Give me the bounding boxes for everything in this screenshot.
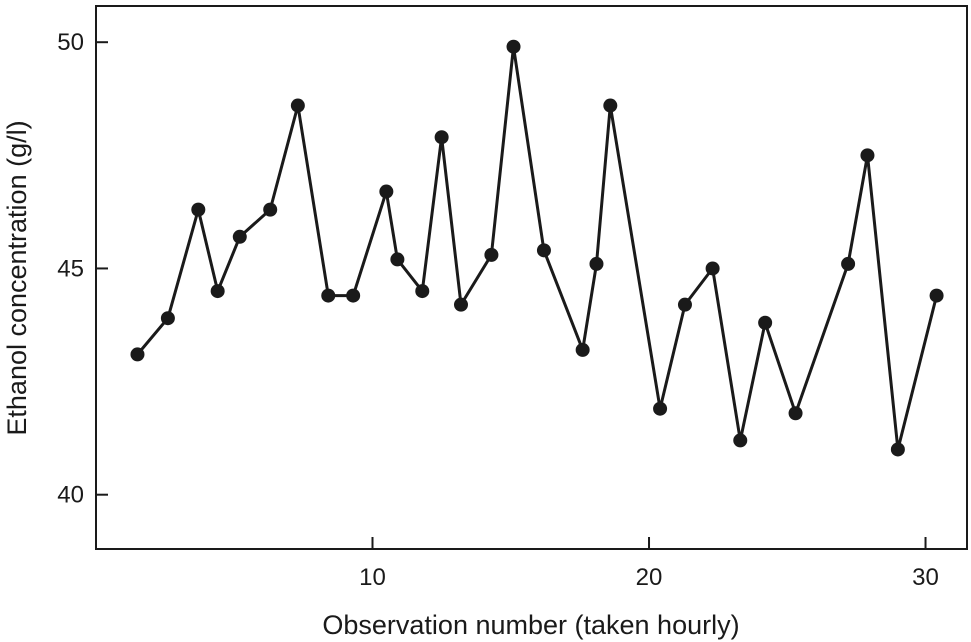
plot-frame — [95, 5, 968, 550]
data-point — [536, 243, 551, 258]
data-point — [453, 297, 468, 312]
data-point — [653, 401, 668, 416]
series-line — [136, 46, 939, 450]
data-point — [758, 315, 773, 330]
data-point — [415, 284, 430, 299]
data-point — [603, 98, 618, 113]
data-point — [263, 202, 278, 217]
x-axis-title: Observation number (taken hourly) — [322, 610, 739, 640]
y-tick-label: 45 — [57, 255, 84, 282]
data-point — [890, 442, 905, 457]
data-point — [191, 202, 206, 217]
data-point — [788, 406, 803, 421]
data-point — [232, 229, 247, 244]
y-axis-title: Ethanol concentration (g/l) — [2, 120, 32, 435]
x-tick-label: 20 — [636, 564, 663, 591]
y-tick-label: 40 — [57, 482, 84, 509]
data-point — [484, 247, 499, 262]
data-point — [733, 433, 748, 448]
axis-ticks: 10 20 30 40 45 50 — [57, 29, 939, 591]
data-point — [160, 311, 175, 326]
x-tick-label: 10 — [359, 564, 386, 591]
data-point — [575, 342, 590, 357]
data-point — [705, 261, 720, 276]
data-point — [506, 39, 521, 54]
data-point — [130, 347, 145, 362]
data-point — [290, 98, 305, 113]
data-point — [321, 288, 336, 303]
data-point — [860, 148, 875, 163]
x-tick-label: 30 — [912, 564, 939, 591]
data-point — [346, 288, 361, 303]
data-point — [589, 256, 604, 271]
data-point — [434, 130, 449, 145]
data-point — [929, 288, 944, 303]
data-point — [390, 252, 405, 267]
data-point — [379, 184, 394, 199]
data-point — [677, 297, 692, 312]
data-series — [130, 39, 944, 457]
y-tick-label: 50 — [57, 29, 84, 56]
data-point — [841, 256, 856, 271]
data-point — [210, 284, 225, 299]
